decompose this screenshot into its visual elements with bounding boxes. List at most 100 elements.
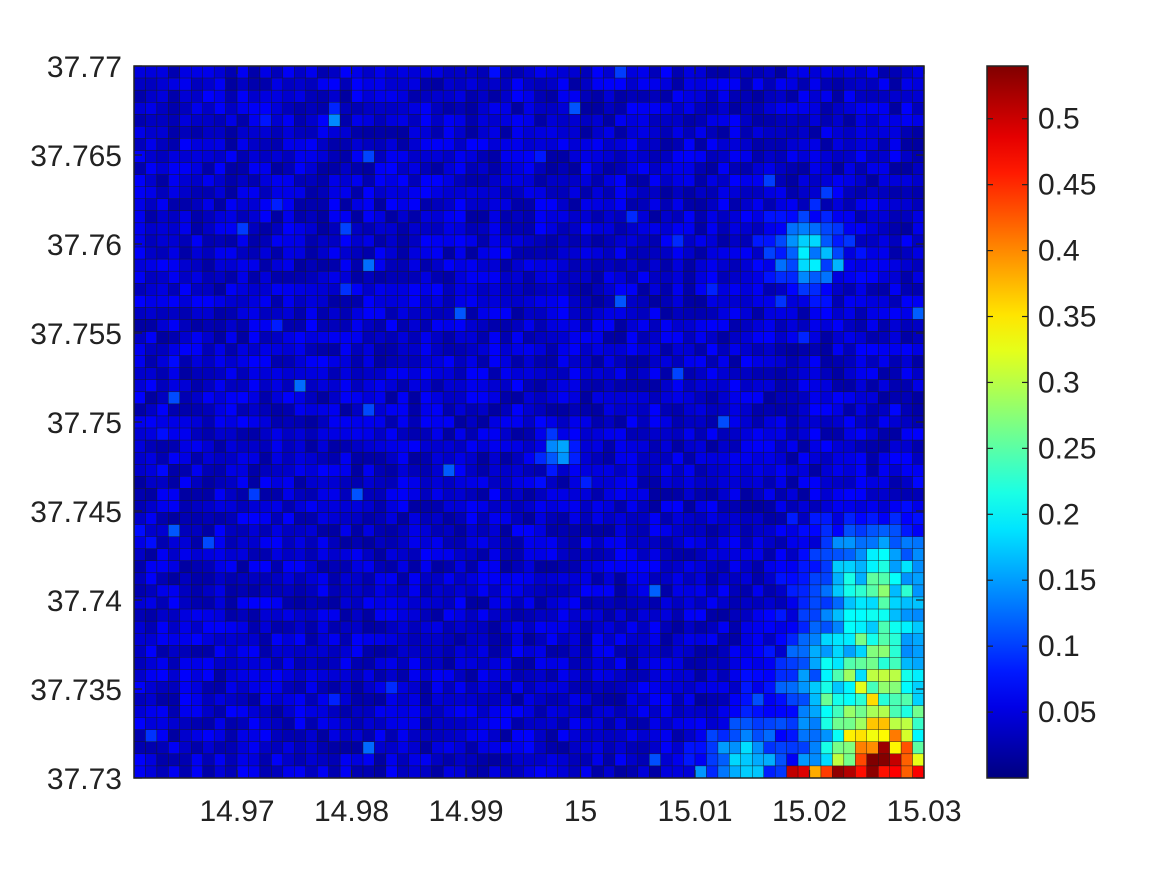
heatmap-cell — [614, 258, 627, 272]
heatmap-cell — [603, 198, 616, 212]
heatmap-cell — [763, 451, 776, 465]
heatmap-cell — [820, 512, 833, 525]
heatmap-cell — [282, 307, 295, 320]
heatmap-cell — [339, 198, 352, 212]
heatmap-cell — [763, 258, 776, 272]
heatmap-cell — [305, 198, 318, 212]
heatmap-cell — [339, 150, 352, 163]
colorbar-tick-label: 0.5 — [1038, 103, 1080, 136]
heatmap-cell — [774, 632, 787, 646]
heatmap-cell — [362, 476, 375, 489]
heatmap-cell — [282, 101, 295, 115]
heatmap-cell — [202, 258, 215, 272]
heatmap-cell — [271, 222, 284, 236]
heatmap-cell — [420, 548, 432, 562]
heatmap-cell — [213, 451, 226, 465]
heatmap-cell — [145, 101, 158, 115]
heatmap-cell — [385, 476, 398, 489]
heatmap-cell — [763, 415, 776, 429]
heatmap-cell — [431, 439, 444, 453]
heatmap-cell — [557, 210, 570, 224]
heatmap-cell — [809, 476, 822, 489]
heatmap-cell — [626, 632, 639, 646]
heatmap-cell — [454, 198, 467, 212]
heatmap-cell — [866, 343, 879, 356]
heatmap-cell — [557, 645, 570, 658]
heatmap-cell — [248, 89, 261, 103]
heatmap-cell — [328, 101, 341, 115]
heatmap-cell — [534, 355, 547, 368]
heatmap-cell — [271, 765, 284, 779]
heatmap-cell — [133, 65, 146, 79]
heatmap-cell — [774, 210, 787, 224]
heatmap-cell — [500, 234, 513, 248]
heatmap-cell — [797, 512, 810, 525]
heatmap-cell — [706, 210, 719, 224]
heatmap-cell — [683, 572, 696, 586]
heatmap-cell — [820, 138, 833, 151]
heatmap-cell — [626, 307, 639, 320]
heatmap-cell — [855, 717, 867, 730]
heatmap-cell — [637, 657, 650, 670]
heatmap-cell — [408, 258, 421, 272]
heatmap-cell — [820, 415, 833, 429]
heatmap-cell — [328, 657, 341, 670]
heatmap-cell — [374, 753, 387, 767]
heatmap-cell — [488, 246, 501, 260]
heatmap-cell — [145, 427, 158, 441]
heatmap-cell — [248, 512, 261, 525]
heatmap-cell — [179, 645, 192, 658]
heatmap-cell — [523, 620, 535, 634]
heatmap-cell — [855, 162, 867, 175]
heatmap-cell — [637, 572, 650, 586]
heatmap-cell — [614, 681, 627, 694]
heatmap-cell — [465, 101, 478, 115]
heatmap-cell — [511, 560, 524, 574]
heatmap-cell — [649, 500, 661, 513]
heatmap-cell — [706, 500, 719, 513]
x-tick-label: 14.99 — [428, 795, 503, 828]
heatmap-cell — [431, 415, 444, 429]
heatmap-cell — [740, 500, 753, 513]
heatmap-cell — [580, 572, 593, 586]
heatmap-cell — [282, 524, 295, 537]
heatmap-cell — [420, 524, 432, 537]
heatmap-cell — [843, 512, 856, 525]
heatmap-cell — [878, 307, 890, 320]
heatmap-cell — [305, 77, 318, 91]
heatmap-cell — [408, 198, 421, 212]
heatmap-cell — [534, 741, 547, 755]
heatmap-cell — [145, 367, 158, 381]
colorbar-tick-label: 0.35 — [1038, 301, 1096, 334]
heatmap-cell — [465, 162, 478, 175]
heatmap-cell — [797, 584, 810, 598]
heatmap-cell — [362, 331, 375, 344]
heatmap-cell — [820, 753, 833, 767]
heatmap-cell — [168, 319, 181, 332]
heatmap-cell — [328, 319, 341, 332]
heatmap-cell — [397, 391, 410, 405]
heatmap-cell — [671, 524, 684, 537]
heatmap-cell — [328, 77, 341, 91]
heatmap-cell — [236, 114, 249, 127]
heatmap-cell — [156, 126, 169, 139]
heatmap-cell — [557, 596, 570, 610]
heatmap-cell — [259, 608, 272, 622]
heatmap-cell — [351, 729, 364, 743]
heatmap-cell — [420, 572, 432, 586]
heatmap-cell — [660, 198, 673, 212]
heatmap-cell — [168, 415, 181, 429]
heatmap-cell — [156, 741, 169, 755]
heatmap-cell — [133, 572, 146, 586]
heatmap-cell — [637, 427, 650, 441]
heatmap-cell — [832, 343, 845, 356]
heatmap-cell — [855, 476, 867, 489]
heatmap-cell — [557, 319, 570, 332]
heatmap-cell — [339, 89, 352, 103]
heatmap-cell — [774, 620, 787, 634]
heatmap-cell — [339, 270, 352, 284]
heatmap-cell — [339, 669, 352, 682]
heatmap-cell — [843, 741, 856, 755]
heatmap-cell — [442, 705, 455, 718]
heatmap-cell — [866, 89, 879, 103]
